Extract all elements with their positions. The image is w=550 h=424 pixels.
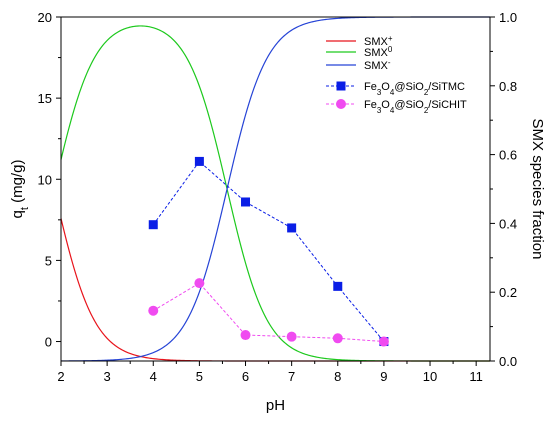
y-right-tick-label-1: 0.2 [499, 285, 517, 300]
plot-frame [60, 16, 491, 362]
series-1-point-4 [332, 333, 343, 344]
legend-label-neutral: SMX0 [364, 45, 393, 60]
adsorption-data [148, 156, 389, 347]
y-right-axis-title: SMX species fraction [529, 119, 546, 260]
legend-marker-series-1 [336, 99, 346, 109]
series-0-point-3 [287, 223, 297, 233]
y-right-tick-label-2: 0.4 [499, 216, 517, 231]
series-line-0 [152, 160, 385, 342]
legend-label-series-0: Fe3O4@SiO2/SiTMC [364, 81, 465, 97]
y-right-tick-label-3: 0.6 [499, 148, 517, 163]
y-left-tick-label-5: 5 [45, 253, 52, 268]
legend-label-cation: SMX+ [364, 34, 393, 49]
legend-label-anion: SMX- [364, 58, 391, 73]
species-curves [60, 16, 490, 362]
y-left-tick-label-15: 15 [38, 91, 52, 106]
x-tick-label-11: 11 [469, 369, 483, 384]
series-0-point-2 [241, 197, 251, 207]
x-tick-label-8: 8 [334, 369, 341, 384]
x-tick-label-7: 7 [288, 369, 295, 384]
y-left-tick-label-20: 20 [38, 10, 52, 25]
y-left-tick-label-10: 10 [38, 172, 52, 187]
series-line-1 [153, 282, 384, 343]
x-tick-label-10: 10 [423, 369, 437, 384]
series-1-point-5 [378, 336, 389, 347]
series-0-point-1 [194, 156, 204, 166]
series-1-point-0 [148, 305, 159, 316]
x-tick-label-4: 4 [150, 369, 157, 384]
species-curve-anion [60, 16, 490, 362]
x-axis-title: pH [266, 397, 285, 414]
axis-titles: pH qt (mg/g) SMX species fraction [9, 119, 546, 414]
y-left-tick-label-0: 0 [45, 335, 52, 350]
series-1-point-1 [194, 278, 205, 289]
series-1-point-2 [240, 330, 251, 341]
series-0-point-4 [333, 281, 343, 291]
x-tick-label-6: 6 [242, 369, 249, 384]
x-tick-label-9: 9 [380, 369, 387, 384]
x-tick-label-2: 2 [57, 369, 64, 384]
axes [56, 16, 495, 366]
series-1-point-3 [286, 331, 297, 342]
y-right-tick-label-4: 0.8 [499, 79, 517, 94]
tick-labels: 2 3 4 5 6 7 8 9 10 11 0 5 10 15 20 0.0 0.2 0.4 0.6 0.8 1.0 [38, 10, 518, 384]
legend-label-series-1: Fe3O4@SiO2/SiCHIT [364, 99, 467, 115]
x-tick-label-5: 5 [196, 369, 203, 384]
y-left-axis-title: qt (mg/g) [9, 160, 31, 219]
species-curve-neutral [60, 25, 490, 362]
legend-marker-series-0 [336, 81, 346, 91]
species-curve-cation [60, 218, 490, 362]
x-tick-label-3: 3 [104, 369, 111, 384]
y-right-tick-label-5: 1.0 [499, 10, 517, 25]
series-0-point-0 [148, 220, 158, 230]
y-right-tick-label-0: 0.0 [499, 354, 517, 369]
